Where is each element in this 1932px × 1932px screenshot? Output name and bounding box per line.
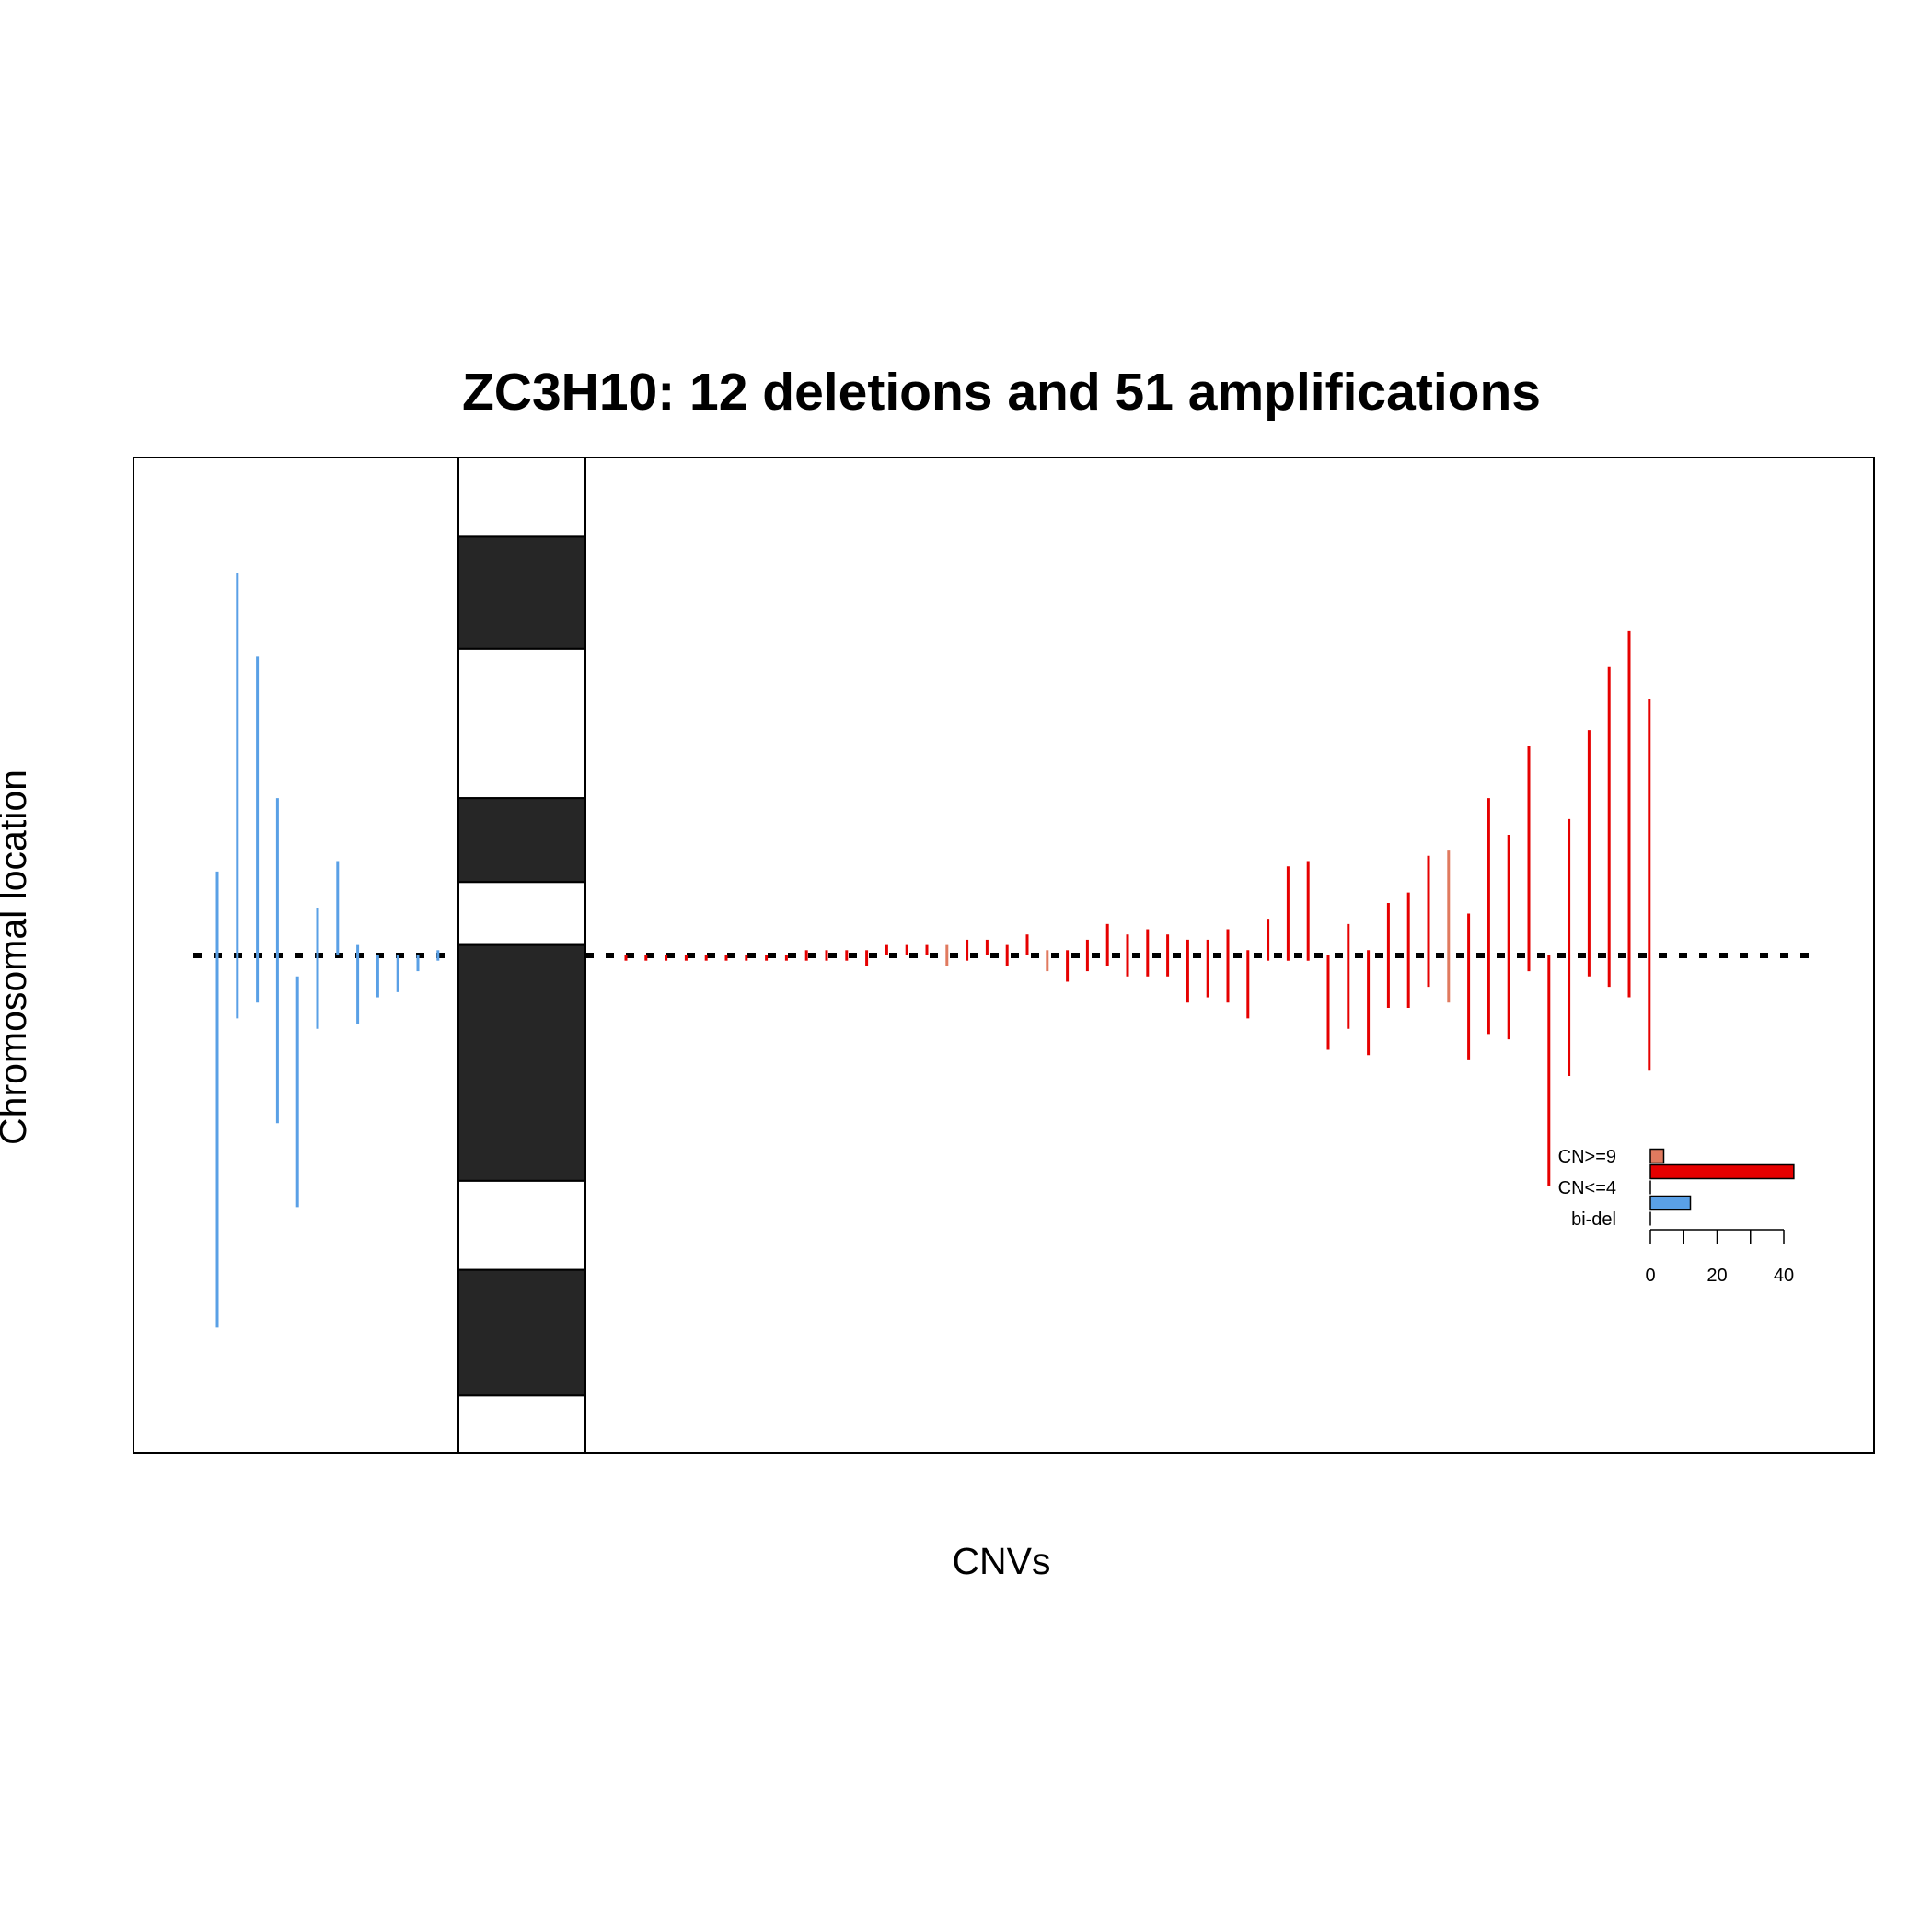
y-axis-label: Chromosomal location [0,769,34,1145]
chart-title: ZC3H10: 12 deletions and 51 amplificatio… [462,363,1541,422]
legend-label: CN<=4 [1558,1178,1616,1198]
ideogram-band-0 [457,457,586,538]
ideogram-band-7 [457,1268,586,1397]
chromosome-ideogram [457,457,586,1455]
legend-label: CN>=9 [1558,1147,1616,1167]
legend-bar [1649,1195,1692,1211]
plot-frame [133,457,1875,1454]
legend-bar [1649,1148,1665,1164]
x-axis-label: CNVs [952,1540,1050,1582]
legend-label: bi-del [1571,1209,1616,1230]
legend-tick-label: 40 [1774,1266,1794,1286]
legend-tick-label: 0 [1645,1266,1655,1286]
ideogram-band-4 [457,881,586,946]
legend-bar [1649,1163,1795,1180]
deletion-segments [215,573,440,1328]
ideogram-band-1 [457,535,586,650]
ideogram-band-6 [457,1179,586,1271]
ideogram-band-3 [457,797,586,884]
amplification-segments [624,630,1651,1186]
legend-tick-label: 20 [1706,1266,1727,1286]
ideogram-band-2 [457,647,586,800]
legend: CN>=9 CN<=4 bi-del 0 20 40 [1558,1147,1795,1286]
ideogram-band-8 [457,1394,586,1455]
ideogram-band-5 [457,943,586,1182]
